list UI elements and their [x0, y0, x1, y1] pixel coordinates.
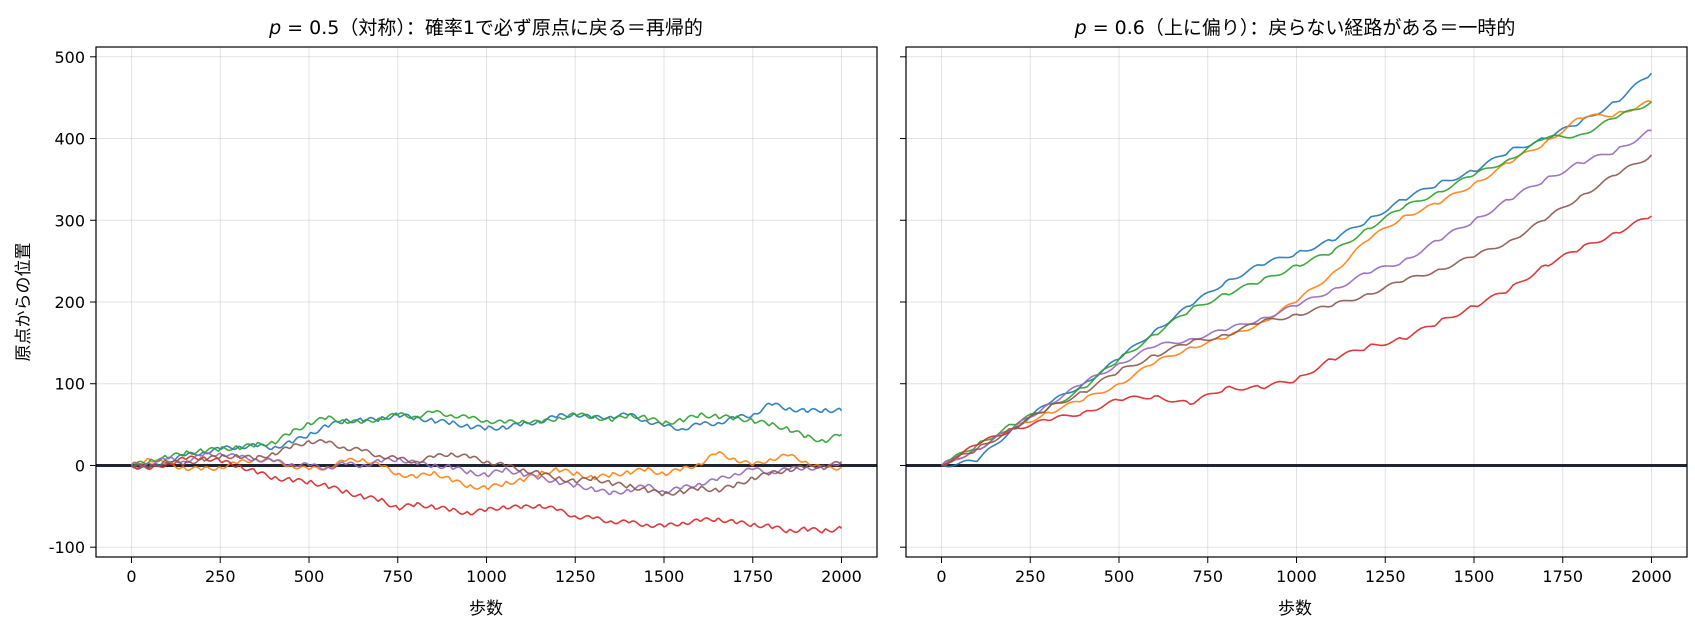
right-x-axis-label: 歩数: [1278, 599, 1312, 619]
left-series-line-5: [130, 452, 843, 496]
left-y-tick-label: -100: [49, 538, 85, 557]
right-series-line-4: [941, 215, 1652, 467]
right-x-ticks: 0 250 500 750 1000 1250 1500 1750 2000: [936, 557, 1672, 586]
left-x-axis-label: 歩数: [469, 599, 503, 619]
left-series-line-4: [131, 455, 843, 534]
left-x-tick-label: 1500: [644, 567, 685, 586]
right-x-tick-label: 750: [1192, 567, 1223, 586]
left-x-tick-label: 0: [126, 567, 136, 586]
left-y-tick-label: 100: [54, 375, 85, 394]
left-y-tick-label: 300: [54, 211, 85, 230]
right-x-tick-label: 1000: [1276, 567, 1317, 586]
right-x-tick-label: 1250: [1365, 567, 1406, 586]
right-series-line-5: [940, 129, 1652, 467]
right-x-tick-label: 0: [936, 567, 946, 586]
left-x-tick-label: 2000: [821, 567, 862, 586]
left-chart-title: p = 0.5（対称）：確率1で必ず原点に戻る＝再帰的: [268, 17, 703, 39]
right-series-lines: [940, 72, 1653, 468]
right-x-tick-label: 500: [1104, 567, 1135, 586]
left-series-line-6: [130, 439, 842, 497]
left-x-ticks: 0 250 500 750 1000 1250 1500 1750 2000: [126, 557, 862, 586]
right-title-variable: p: [1074, 17, 1087, 39]
right-y-ticks: [900, 56, 906, 548]
left-title-text: = 0.5（対称）：確率1で必ず原点に戻る＝再帰的: [281, 17, 703, 39]
right-chart-panel: p = 0.6（上に偏り）：戻らない経路がある＝一時的 0 250 500 750 10…: [900, 17, 1688, 619]
right-x-tick-label: 2000: [1631, 567, 1672, 586]
right-series-line-6: [941, 154, 1653, 467]
left-grid: [96, 47, 877, 557]
right-series-line-2: [940, 100, 1652, 467]
right-x-tick-label: 1500: [1454, 567, 1495, 586]
left-series-line-3: [131, 410, 842, 468]
left-y-tick-label: 500: [54, 48, 85, 67]
right-x-tick-label: 1750: [1542, 567, 1583, 586]
left-y-tick-label: 0: [75, 456, 85, 475]
left-x-tick-label: 500: [294, 567, 325, 586]
left-y-tick-label: 400: [54, 130, 85, 149]
left-x-tick-label: 1750: [732, 567, 773, 586]
right-chart-title: p = 0.6（上に偏り）：戻らない経路がある＝一時的: [1074, 17, 1516, 39]
left-series-lines: [130, 402, 843, 534]
left-title-variable: p: [268, 17, 281, 39]
left-x-tick-label: 1000: [466, 567, 507, 586]
left-y-tick-label: 200: [54, 293, 85, 312]
y-axis-label: 原点からの位置: [14, 243, 34, 362]
left-x-tick-label: 250: [205, 567, 236, 586]
left-x-tick-label: 750: [382, 567, 413, 586]
left-x-tick-label: 1250: [555, 567, 596, 586]
right-x-tick-label: 250: [1015, 567, 1046, 586]
left-chart-panel: p = 0.5（対称）：確率1で必ず原点に戻る＝再帰的 0 250 500 750 10…: [14, 17, 878, 619]
left-y-ticks: -100 0 100 200 300 400 500: [49, 48, 96, 557]
right-title-text: = 0.6（上に偏り）：戻らない経路がある＝一時的: [1087, 17, 1516, 39]
left-series-line-2: [130, 451, 842, 491]
